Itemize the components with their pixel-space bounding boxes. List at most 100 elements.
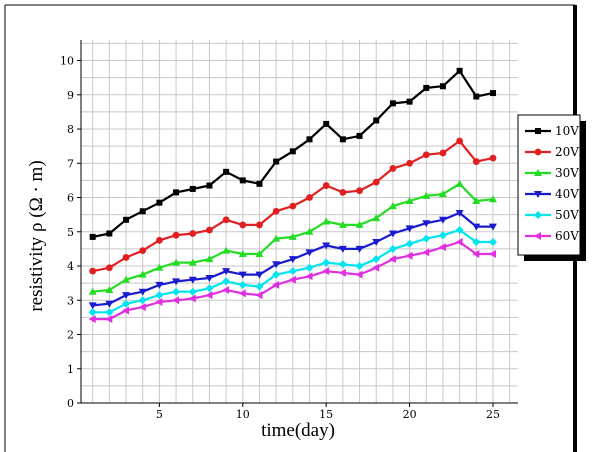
data-point-square <box>535 128 541 134</box>
data-point-circle <box>189 230 197 237</box>
data-point-circle <box>422 151 430 159</box>
data-point-diamond <box>388 244 397 253</box>
data-point-diamond <box>355 262 364 271</box>
data-point-triangle-left <box>222 285 230 294</box>
data-point-square <box>273 158 280 165</box>
legend-item-40v: 40V <box>525 187 579 201</box>
data-point-triangle-down <box>455 209 464 217</box>
y-tick-label: 0 <box>67 397 74 410</box>
data-point-circle <box>272 207 280 215</box>
data-point-triangle-up <box>288 232 297 240</box>
data-point-square <box>139 208 146 215</box>
y-tick-label: 9 <box>67 89 74 102</box>
data-point-triangle-down <box>205 275 214 283</box>
data-point-triangle-up <box>405 196 414 204</box>
data-point-circle <box>206 226 213 234</box>
data-point-triangle-up <box>155 263 164 271</box>
data-point-triangle-left <box>255 291 263 300</box>
data-point-triangle-up <box>88 287 97 295</box>
data-point-triangle-down <box>338 245 347 253</box>
data-point-triangle-up <box>422 191 431 199</box>
data-point-circle <box>389 165 397 172</box>
data-point-triangle-up <box>272 234 281 242</box>
series-30v <box>88 179 497 295</box>
data-point-diamond <box>238 280 247 289</box>
data-point-circle <box>489 154 497 162</box>
data-point-triangle-down <box>155 281 164 289</box>
data-point-square <box>406 98 413 105</box>
y-tick-label: 3 <box>67 294 74 307</box>
y-tick-label: 8 <box>67 123 74 136</box>
data-point-triangle-left <box>422 248 430 257</box>
x-tick-label: 20 <box>403 408 417 421</box>
data-point-triangle-left <box>188 294 196 303</box>
data-point-triangle-up <box>534 169 542 176</box>
data-point-square <box>256 180 263 187</box>
data-point-triangle-left <box>405 251 413 260</box>
data-point-triangle-down <box>534 191 542 198</box>
y-axis-label: resistivity ρ (Ω · m) <box>26 160 47 311</box>
data-point-triangle-down <box>88 302 97 310</box>
data-point-circle <box>222 216 230 224</box>
data-point-triangle-up <box>222 246 231 254</box>
series-20v <box>89 137 497 275</box>
data-point-circle <box>139 247 147 255</box>
legend-item-30v: 30V <box>525 166 579 180</box>
data-point-square <box>439 83 446 90</box>
data-point-triangle-down <box>255 271 264 279</box>
data-point-square <box>373 117 380 124</box>
data-point-circle <box>306 194 313 201</box>
data-point-triangle-down <box>405 225 414 233</box>
data-point-square <box>339 136 346 143</box>
data-point-triangle-down <box>472 223 481 231</box>
data-point-circle <box>534 148 542 156</box>
data-point-triangle-up <box>438 190 447 198</box>
data-point-square <box>306 136 313 143</box>
data-point-diamond <box>422 234 431 243</box>
data-point-diamond <box>472 238 481 247</box>
data-point-diamond <box>122 299 131 308</box>
data-point-triangle-up <box>472 196 481 204</box>
data-point-circle <box>89 267 97 275</box>
data-point-square <box>206 182 213 189</box>
data-point-triangle-down <box>438 216 447 224</box>
legend-item-10v: 10V <box>525 124 579 138</box>
data-point-triangle-up <box>138 270 147 278</box>
y-tick-label: 10 <box>60 55 74 68</box>
legend-label: 40V <box>555 187 579 201</box>
data-point-square <box>156 199 163 206</box>
data-point-triangle-up <box>188 258 197 266</box>
data-point-square <box>239 177 246 184</box>
data-point-triangle-left <box>105 315 113 324</box>
series-60v <box>88 238 496 324</box>
data-point-triangle-left <box>205 291 213 300</box>
data-point-triangle-up <box>388 202 397 210</box>
data-point-square <box>473 93 480 100</box>
legend-label: 60V <box>555 229 579 243</box>
data-point-square <box>223 168 230 175</box>
data-point-triangle-down <box>238 271 247 279</box>
data-point-diamond <box>172 287 181 296</box>
data-point-circle <box>289 202 297 210</box>
data-point-triangle-left <box>305 272 313 281</box>
data-point-square <box>356 132 363 139</box>
data-point-triangle-left <box>455 238 463 247</box>
y-tick-label: 4 <box>67 260 74 273</box>
data-point-diamond <box>438 231 447 240</box>
x-tick-label: 25 <box>486 408 500 421</box>
x-tick-label: 15 <box>319 408 333 421</box>
y-tick-label: 5 <box>67 226 74 239</box>
data-point-triangle-up <box>305 227 314 235</box>
data-point-circle <box>356 187 363 195</box>
legend-label: 20V <box>555 145 579 159</box>
data-point-triangle-down <box>355 245 364 253</box>
data-point-diamond <box>305 263 314 272</box>
data-point-triangle-left <box>88 315 96 324</box>
data-point-triangle-up <box>322 217 331 225</box>
data-point-triangle-down <box>288 256 297 264</box>
data-point-triangle-up <box>338 220 347 228</box>
data-point-triangle-left <box>322 267 330 276</box>
data-point-triangle-down <box>172 278 181 286</box>
legend-label: 30V <box>555 166 579 180</box>
